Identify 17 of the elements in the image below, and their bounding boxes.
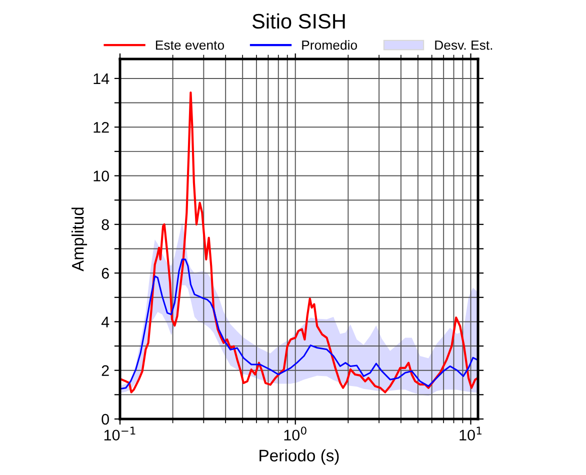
y-tick-label: 4 bbox=[101, 316, 110, 328]
y-axis-title: Amplitud bbox=[72, 208, 88, 272]
legend-label: Este evento bbox=[156, 40, 224, 50]
y-tick-label: 0 bbox=[102, 414, 109, 425]
text: Desv. Est. bbox=[435, 40, 492, 50]
y-tick-label: 10 bbox=[94, 170, 109, 182]
x-axis-title: Periodo (s) bbox=[260, 449, 339, 465]
y-tick-label: 2 bbox=[102, 365, 109, 376]
legend-label: Promedio bbox=[302, 40, 358, 50]
y-tick-label: 14 bbox=[94, 73, 110, 84]
x-tick-label: 10$^{0}$ bbox=[284, 426, 306, 441]
y-tick-label: 8 bbox=[102, 219, 109, 230]
chart-title: Sitio SISH bbox=[252, 13, 345, 29]
y-tick-label: 6 bbox=[102, 268, 109, 279]
x-tick-label: 10$^{1}$ bbox=[460, 426, 482, 441]
x-tick-label: 10$^{−1}$ bbox=[104, 426, 136, 441]
y-tick-label: 12 bbox=[94, 122, 109, 133]
